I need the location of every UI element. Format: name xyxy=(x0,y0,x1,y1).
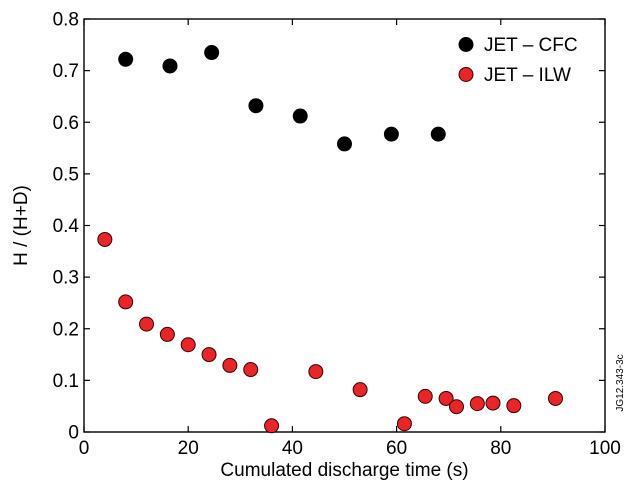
series-jet-ilw xyxy=(97,231,564,434)
data-point-ilw xyxy=(264,418,280,434)
data-point-ilw xyxy=(308,364,324,380)
data-point-cfc xyxy=(430,126,446,142)
y-tick-label: 0.7 xyxy=(53,61,79,82)
data-point-ilw xyxy=(159,326,175,342)
x-tick-label: 60 xyxy=(386,438,407,459)
data-point-cfc xyxy=(248,98,264,114)
x-axis-ticks xyxy=(83,19,606,432)
data-point-ilw xyxy=(548,390,564,406)
y-tick-label: 0.3 xyxy=(53,268,79,289)
legend-label-ilw: JET – ILW xyxy=(484,65,571,86)
data-point-cfc xyxy=(337,136,352,152)
data-point-ilw xyxy=(352,382,368,398)
data-point-ilw xyxy=(469,396,485,412)
data-point-ilw xyxy=(438,390,454,406)
data-point-cfc xyxy=(383,126,399,142)
data-point-ilw xyxy=(118,294,134,310)
data-point-ilw xyxy=(417,388,433,404)
data-point-ilw xyxy=(396,416,412,432)
x-axis-tick-labels: 0 20 40 60 80 100 xyxy=(79,438,621,459)
data-point-ilw xyxy=(180,337,196,353)
data-point-cfc xyxy=(292,108,308,124)
x-tick-label: 0 xyxy=(79,438,90,459)
x-tick-label: 20 xyxy=(178,438,199,459)
legend: JET – CFC JET – ILW xyxy=(458,35,578,86)
series-jet-cfc xyxy=(118,45,446,152)
x-tick-label: 100 xyxy=(589,438,621,459)
legend-marker-ilw xyxy=(458,67,474,82)
data-point-ilw xyxy=(222,357,238,373)
y-tick-label: 0.1 xyxy=(53,371,79,392)
data-series xyxy=(97,45,564,434)
y-axis-tick-labels: 0 0.1 0.2 0.3 0.4 0.5 0.6 0.7 0.8 xyxy=(53,10,80,444)
data-point-ilw xyxy=(97,231,113,247)
data-point-ilw xyxy=(449,399,465,415)
x-tick-label: 40 xyxy=(282,438,303,459)
figure-id-annotation: JG12.343-3c xyxy=(615,354,626,411)
legend-label-cfc: JET – CFC xyxy=(484,35,578,56)
data-point-ilw xyxy=(201,347,217,363)
y-tick-label: 0 xyxy=(68,423,79,444)
x-tick-label: 80 xyxy=(490,438,511,459)
data-point-cfc xyxy=(118,51,134,67)
data-point-ilw xyxy=(485,395,501,411)
y-tick-label: 0.8 xyxy=(53,10,79,31)
data-point-ilw xyxy=(243,362,259,378)
data-point-cfc xyxy=(204,45,220,61)
data-point-cfc xyxy=(162,58,178,74)
x-axis-label: Cumulated discharge time (s) xyxy=(220,460,468,481)
data-point-ilw xyxy=(506,398,522,414)
y-axis-ticks xyxy=(84,18,605,433)
data-point-ilw xyxy=(139,316,155,332)
y-axis-label: H / (H+D) xyxy=(11,185,32,266)
y-tick-label: 0.2 xyxy=(53,319,79,340)
legend-marker-cfc xyxy=(458,37,474,52)
y-tick-label: 0.6 xyxy=(53,113,79,134)
y-tick-label: 0.4 xyxy=(53,216,80,237)
y-tick-label: 0.5 xyxy=(53,164,79,185)
